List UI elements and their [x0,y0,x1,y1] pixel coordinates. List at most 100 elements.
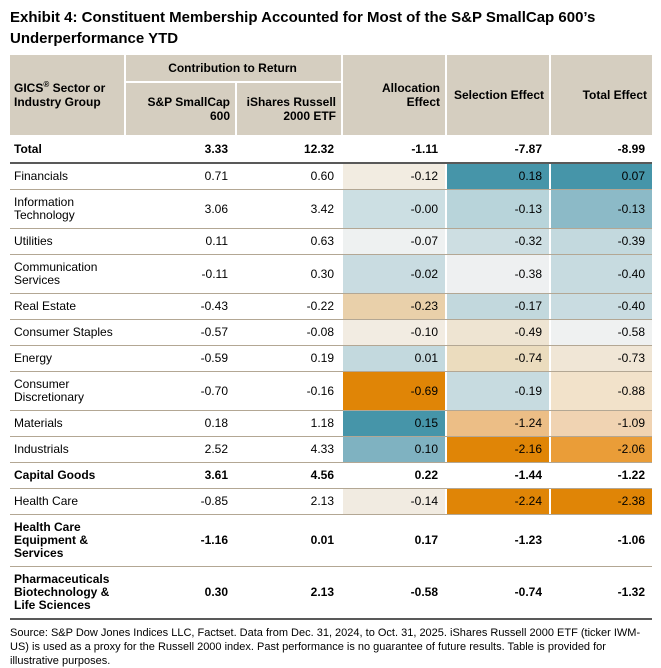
exhibit-title: Exhibit 4: Constituent Membership Accoun… [10,9,596,47]
sp600-contribution-value: 0.11 [124,228,235,255]
selection-effect-value: -0.17 [445,293,550,320]
sector-label: Capital Goods [10,462,124,489]
table-row: Communication Services -0.11 0.30 -0.02 -0.3… [10,254,653,294]
sp600-contribution-value: -0.57 [124,319,235,346]
selection-effect-value: -1.23 [445,514,550,567]
ishares-contribution-value: 2.13 [235,566,342,620]
ishares-contribution-value: 0.63 [235,228,342,255]
selection-effect-value: 0.18 [445,163,550,190]
allocation-effect-value: -0.00 [341,189,446,229]
total-effect-value: -0.58 [549,319,653,346]
sector-label: Pharmaceuticals Biotechnology & Life Sci… [10,566,124,620]
selection-effect-value: -1.24 [445,410,550,437]
allocation-effect-value: 0.15 [341,410,446,437]
selection-effect-value: -0.32 [445,228,550,255]
total-effect-value: 0.07 [549,163,653,190]
total-effect-value: -1.06 [549,514,653,567]
header-sector: GICS® Sector or Industry Group [10,55,124,137]
total-effect-value: -0.73 [549,345,653,372]
ishares-contribution-value: 1.18 [235,410,342,437]
registered-mark: ® [43,80,50,89]
selection-effect-value: -0.49 [445,319,550,346]
sp600-contribution-value: 3.06 [124,189,235,229]
sp600-contribution-value: 0.71 [124,163,235,190]
total-effect-value: -0.40 [549,254,653,294]
allocation-effect-value: -0.07 [341,228,446,255]
table-row: Financials 0.71 0.60 -0.12 0.18 0.07 [10,163,653,190]
ishares-contribution-value: -0.22 [235,293,342,320]
sp600-contribution-value: -0.85 [124,488,235,515]
sector-label: Consumer Discretionary [10,371,124,411]
table-body: Total 3.33 12.32 -1.11 -7.87 -8.99 Financials 0… [10,136,653,620]
sector-label: Consumer Staples [10,319,124,346]
sp600-contribution-value: 3.61 [124,462,235,489]
table-row: Information Technology 3.06 3.42 -0.00 -0.13… [10,189,653,229]
sector-label: Industrials [10,436,124,463]
sector-label: Total [10,136,124,164]
ishares-contribution-value: 4.56 [235,462,342,489]
allocation-effect-value: 0.10 [341,436,446,463]
sp600-contribution-value: -0.43 [124,293,235,320]
ishares-contribution-value: 3.42 [235,189,342,229]
ishares-contribution-value: 0.19 [235,345,342,372]
total-effect-value: -0.13 [549,189,653,229]
allocation-effect-value: 0.01 [341,345,446,372]
selection-effect-value: -1.44 [445,462,550,489]
ishares-contribution-value: 0.60 [235,163,342,190]
ishares-contribution-value: 0.30 [235,254,342,294]
sp600-contribution-value: -0.11 [124,254,235,294]
source-note: Source: S&P Dow Jones Indices LLC, Facts… [10,627,641,667]
table-row: Industrials 2.52 4.33 0.10 -2.16 -2.06 [10,436,653,463]
total-effect-value: -2.06 [549,436,653,463]
sector-label: Communication Services [10,254,124,294]
table-row: Capital Goods 3.61 4.56 0.22 -1.44 -1.22 [10,462,653,489]
sector-label: Health Care [10,488,124,515]
header-ishares: iShares Russell 2000 ETF [235,82,342,137]
selection-effect-value: -0.13 [445,189,550,229]
total-effect-value: -2.38 [549,488,653,515]
table-row: Total 3.33 12.32 -1.11 -7.87 -8.99 [10,136,653,164]
total-effect-value: -0.40 [549,293,653,320]
sp600-contribution-value: -0.59 [124,345,235,372]
ishares-contribution-value: 12.32 [235,136,342,164]
header-total-effect: Total Effect [549,55,653,137]
allocation-effect-value: 0.22 [341,462,446,489]
attribution-table: GICS® Sector or Industry Group Contribut… [10,55,653,620]
selection-effect-value: -2.16 [445,436,550,463]
table-row: Materials 0.18 1.18 0.15 -1.24 -1.09 [10,410,653,437]
selection-effect-value: -0.38 [445,254,550,294]
sector-label: Energy [10,345,124,372]
table-row: Health Care Equipment & Services -1.16 0.0… [10,514,653,567]
sector-label: Health Care Equipment & Services [10,514,124,567]
allocation-effect-value: -0.23 [341,293,446,320]
sector-label: Real Estate [10,293,124,320]
allocation-effect-value: -1.11 [341,136,446,164]
allocation-effect-value: -0.58 [341,566,446,620]
allocation-effect-value: -0.69 [341,371,446,411]
sp600-contribution-value: -1.16 [124,514,235,567]
total-effect-value: -0.39 [549,228,653,255]
header-allocation-effect: Allocation Effect [341,55,446,137]
total-effect-value: -0.88 [549,371,653,411]
selection-effect-value: -2.24 [445,488,550,515]
table-row: Energy -0.59 0.19 0.01 -0.74 -0.73 [10,345,653,372]
sector-label: Financials [10,163,124,190]
selection-effect-value: -0.74 [445,345,550,372]
table-row: Pharmaceuticals Biotechnology & Life Sci… [10,566,653,620]
total-effect-value: -1.09 [549,410,653,437]
gics-text: GICS [14,81,44,95]
header-selection-effect: Selection Effect [445,55,550,137]
allocation-effect-value: -0.12 [341,163,446,190]
table-row: Real Estate -0.43 -0.22 -0.23 -0.17 -0.40 [10,293,653,320]
ishares-contribution-value: 2.13 [235,488,342,515]
header-sp600: S&P SmallCap 600 [124,82,235,137]
header-contribution-group: Contribution to Return [124,55,342,83]
sector-label: Materials [10,410,124,437]
sp600-contribution-value: 2.52 [124,436,235,463]
sector-label: Information Technology [10,189,124,229]
table-header: GICS® Sector or Industry Group Contribut… [10,55,653,137]
total-effect-value: -1.32 [549,566,653,620]
total-effect-value: -1.22 [549,462,653,489]
allocation-effect-value: -0.10 [341,319,446,346]
